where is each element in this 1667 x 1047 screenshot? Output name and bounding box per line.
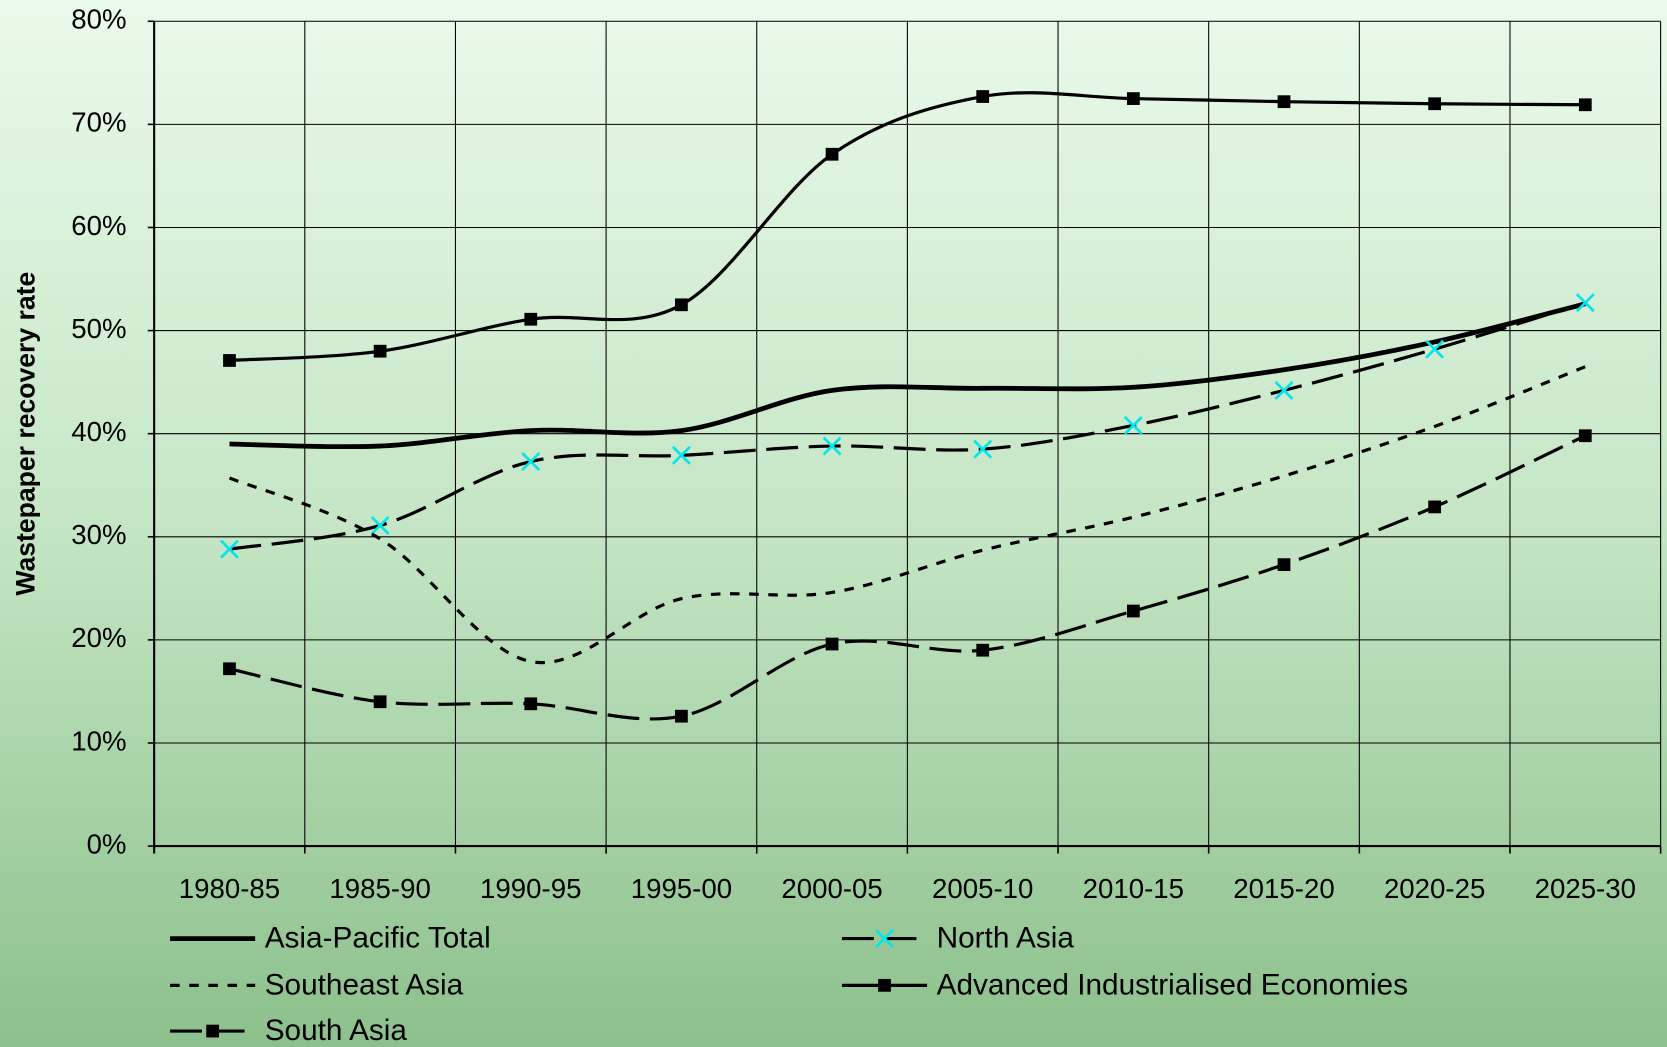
data-point xyxy=(1575,293,1595,313)
legend-marker xyxy=(206,1024,220,1038)
y-tick-label: 60% xyxy=(71,210,126,241)
series-line xyxy=(229,301,1586,551)
legend-marker xyxy=(875,929,894,949)
data-point xyxy=(976,643,990,657)
data-point xyxy=(373,695,387,709)
data-point xyxy=(373,344,387,358)
data-point xyxy=(524,697,538,711)
data-point xyxy=(220,539,239,559)
series-line xyxy=(228,365,1586,665)
legend-marker xyxy=(878,978,891,992)
x-tick-label: 2020-25 xyxy=(1384,873,1485,904)
data-point xyxy=(675,298,688,312)
y-tick-label: 80% xyxy=(71,4,126,35)
data-point xyxy=(825,637,839,651)
x-tick-label: 2005-10 xyxy=(932,873,1033,904)
data-point xyxy=(370,516,390,535)
y-axis-label: Wastepaper recovery rate xyxy=(11,272,41,596)
y-tick-label: 50% xyxy=(71,313,126,344)
data-point xyxy=(223,354,236,367)
data-point xyxy=(521,452,541,471)
y-tick-label: 70% xyxy=(71,107,126,138)
series-line xyxy=(229,91,1586,363)
legend-label: South Asia xyxy=(265,1014,408,1047)
data-point xyxy=(1274,380,1294,400)
y-tick-label: 30% xyxy=(71,519,126,550)
legend-label: Asia-Pacific Total xyxy=(265,922,491,955)
data-point xyxy=(1126,604,1140,618)
x-tick-label: 2015-20 xyxy=(1233,873,1334,904)
x-tick-label: 1990-95 xyxy=(480,873,581,904)
data-point xyxy=(1425,339,1445,359)
x-tick-label: 1995-00 xyxy=(631,873,732,904)
y-tick-label: 20% xyxy=(71,622,126,653)
x-tick-label: 1980-85 xyxy=(179,873,280,904)
legend-label: Advanced Industrialised Economies xyxy=(937,968,1408,1001)
data-point xyxy=(822,436,842,456)
legend-label: Southeast Asia xyxy=(265,968,464,1001)
series-line xyxy=(229,434,1586,721)
data-point xyxy=(223,662,236,676)
data-point xyxy=(1578,98,1592,112)
data-point xyxy=(671,445,691,465)
data-point xyxy=(1428,97,1442,111)
data-point xyxy=(1428,500,1442,514)
data-point xyxy=(1123,415,1143,435)
data-point xyxy=(973,439,993,459)
data-point xyxy=(524,312,538,326)
data-point xyxy=(1277,558,1291,572)
series-line xyxy=(229,301,1586,450)
data-point xyxy=(825,147,839,161)
data-point xyxy=(1578,429,1592,443)
x-tick-label: 1985-90 xyxy=(329,873,430,904)
x-tick-label: 2000-05 xyxy=(781,873,882,904)
data-point xyxy=(976,90,990,103)
data-point xyxy=(675,709,688,723)
data-point xyxy=(1126,92,1140,105)
x-tick-label: 2025-30 xyxy=(1535,873,1636,904)
y-tick-label: 10% xyxy=(71,725,126,756)
legend-label: North Asia xyxy=(937,922,1075,955)
x-tick-label: 2010-15 xyxy=(1083,873,1184,904)
data-point xyxy=(1277,95,1291,109)
y-tick-label: 0% xyxy=(87,828,127,859)
y-tick-label: 40% xyxy=(71,416,126,447)
